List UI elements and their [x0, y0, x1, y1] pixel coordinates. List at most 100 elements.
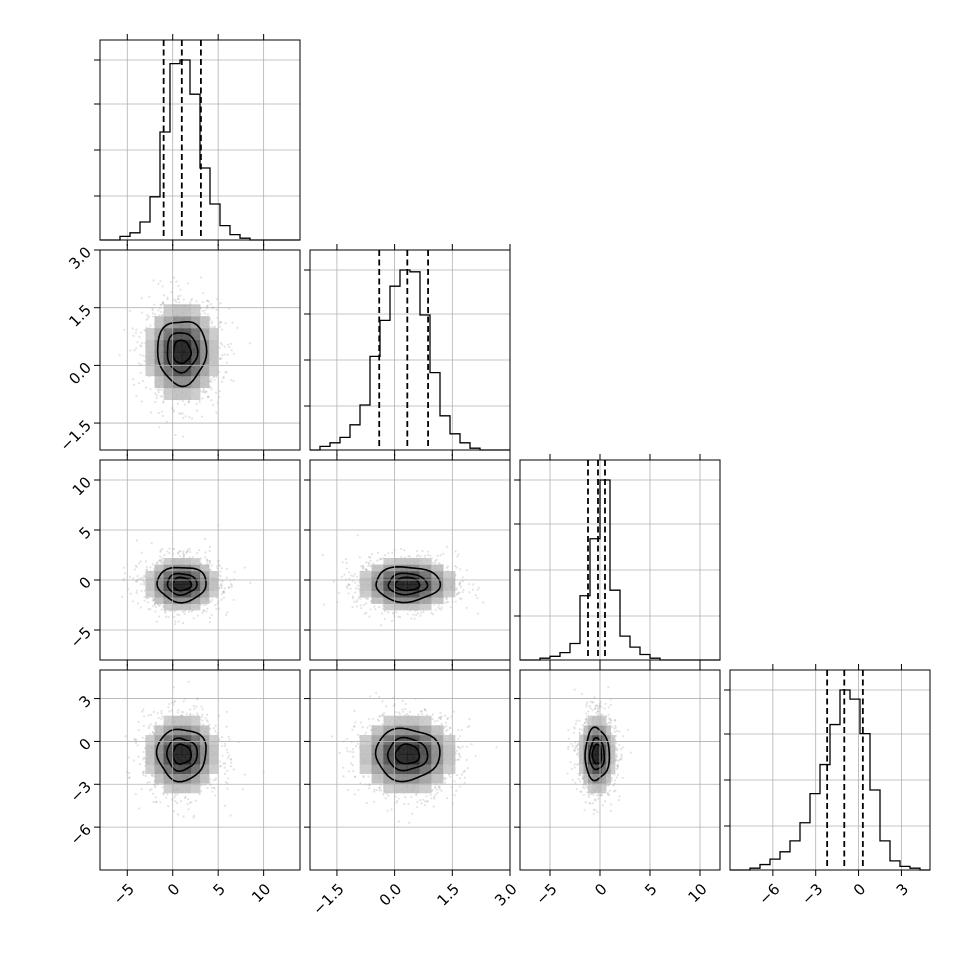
density-cell	[209, 351, 219, 365]
sample-point	[380, 558, 383, 561]
sample-point	[151, 563, 154, 566]
sample-point	[139, 560, 142, 563]
sample-point	[472, 583, 475, 586]
sample-point	[143, 583, 146, 586]
sample-point	[202, 389, 205, 392]
sample-point	[455, 588, 458, 591]
sample-point	[210, 387, 213, 391]
sample-point	[218, 322, 221, 325]
sample-point	[155, 396, 158, 400]
sample-point	[182, 711, 185, 714]
sample-point	[142, 771, 145, 774]
sample-point	[179, 554, 182, 558]
sample-point	[437, 606, 440, 609]
sample-point	[159, 279, 162, 283]
sample-point	[160, 560, 163, 563]
sample-point	[135, 539, 138, 542]
sample-point	[351, 595, 354, 598]
sample-point	[174, 794, 177, 797]
sample-point	[229, 342, 233, 346]
scatter-panel-0-1	[118, 276, 251, 438]
sample-point	[151, 773, 154, 776]
sample-point	[205, 603, 208, 606]
sample-point	[221, 592, 224, 595]
density-cell	[163, 597, 174, 604]
sample-point	[190, 299, 193, 302]
sample-point	[413, 617, 416, 620]
sample-point	[177, 709, 180, 712]
sample-point	[152, 725, 155, 728]
sample-point	[135, 347, 138, 350]
density-cell	[209, 328, 219, 341]
sample-point	[144, 560, 148, 563]
sample-point	[133, 349, 136, 352]
sample-point	[148, 781, 151, 784]
sample-point	[151, 309, 154, 312]
sample-point	[477, 586, 480, 589]
density-cell	[200, 316, 210, 329]
sample-point	[387, 552, 390, 555]
density-cell	[190, 363, 201, 377]
density-cell	[359, 584, 372, 591]
sample-point	[154, 313, 157, 316]
sample-point	[183, 403, 186, 406]
sample-point	[165, 420, 168, 423]
sample-point	[226, 353, 229, 356]
sample-point	[353, 573, 356, 576]
sample-point	[179, 288, 182, 291]
density-cell	[163, 304, 174, 317]
sample-point	[456, 593, 459, 596]
sample-point	[223, 353, 226, 356]
sample-point	[347, 583, 350, 586]
sample-point	[208, 781, 212, 784]
density-cell	[209, 584, 219, 591]
density-cell	[419, 564, 432, 572]
sample-point	[142, 708, 145, 711]
density-cell	[163, 558, 174, 565]
density-cell	[154, 584, 165, 591]
sample-point	[459, 597, 462, 600]
histogram-panel-0-frame	[99, 39, 301, 241]
sample-point	[211, 320, 214, 323]
sample-point	[210, 613, 213, 616]
sample-point	[176, 792, 179, 795]
sample-point	[128, 575, 132, 579]
sample-point	[249, 581, 252, 584]
density-cell	[172, 387, 183, 401]
sample-point	[177, 620, 180, 623]
density-cell	[200, 363, 210, 377]
sample-point	[131, 327, 134, 330]
sample-point	[118, 354, 121, 357]
sample-point	[138, 382, 141, 385]
sample-point	[198, 792, 201, 796]
sample-point	[179, 294, 182, 297]
sample-point	[206, 299, 209, 302]
density-cell	[395, 584, 408, 591]
density-cell	[154, 590, 165, 598]
sample-point	[321, 554, 324, 557]
sample-point	[430, 611, 433, 615]
sample-point	[137, 361, 141, 365]
sample-point	[176, 613, 179, 616]
sample-point	[354, 581, 357, 584]
sample-point	[380, 612, 384, 615]
sample-point	[145, 566, 148, 569]
sample-point	[184, 415, 187, 418]
sample-point	[205, 304, 209, 308]
density-cell	[443, 577, 456, 585]
sample-point	[365, 568, 368, 571]
sample-point	[154, 605, 158, 609]
sample-point	[186, 282, 190, 285]
contour-level	[375, 566, 442, 604]
sample-point	[187, 680, 190, 683]
density-cell	[371, 584, 384, 591]
sample-point	[142, 756, 145, 759]
density-cell	[190, 387, 201, 401]
sample-point	[458, 591, 461, 594]
sample-point	[419, 614, 422, 617]
sample-point	[203, 537, 206, 541]
density-cell	[181, 351, 192, 365]
density-cell	[407, 558, 420, 565]
sample-point	[174, 620, 177, 623]
sample-point	[219, 341, 223, 345]
